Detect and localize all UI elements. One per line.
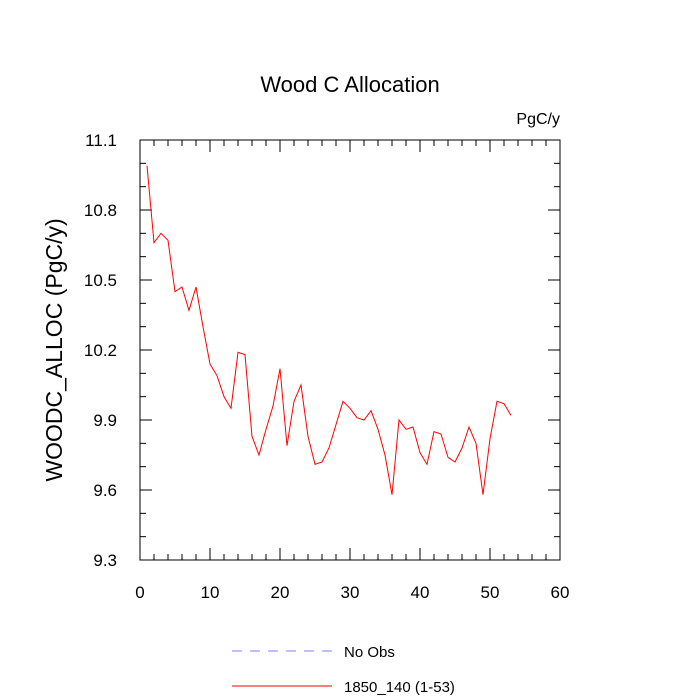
- series-layer: [146, 165, 512, 495]
- y-tick-label: 10.8: [84, 201, 117, 220]
- axis-ticks: 0 10 20 30 40 50 60 9.3 9.6 9.9 10.2 10.5 10.8 11.1: [84, 131, 570, 602]
- x-tick-label: 0: [135, 583, 144, 602]
- chart-title: Wood C Allocation: [260, 72, 439, 97]
- x-tick-label: 10: [201, 583, 220, 602]
- x-tick-label: 30: [341, 583, 360, 602]
- x-tick-label: 50: [481, 583, 500, 602]
- legend-label-1850-140: 1850_140 (1-53): [344, 679, 455, 696]
- x-tick-label: 40: [411, 583, 430, 602]
- y-tick-label: 11.1: [85, 131, 117, 150]
- y-tick-label: 10.5: [84, 271, 117, 290]
- y-tick-label: 9.9: [93, 411, 117, 430]
- legend: No Obs 1850_140 (1-53): [232, 644, 455, 696]
- y-tick-label: 10.2: [84, 341, 117, 360]
- x-tick-label: 20: [271, 583, 290, 602]
- legend-label-no-obs: No Obs: [344, 644, 395, 661]
- y-tick-label: 9.6: [93, 481, 117, 500]
- x-tick-label: 60: [551, 583, 570, 602]
- series-line-1: [146, 165, 512, 495]
- y-tick-label: 9.3: [93, 551, 117, 570]
- y-axis-label: WOODC_ALLOC (PgC/y): [41, 218, 67, 481]
- plot-frame: [139, 139, 561, 561]
- units-label: PgC/y: [516, 111, 560, 128]
